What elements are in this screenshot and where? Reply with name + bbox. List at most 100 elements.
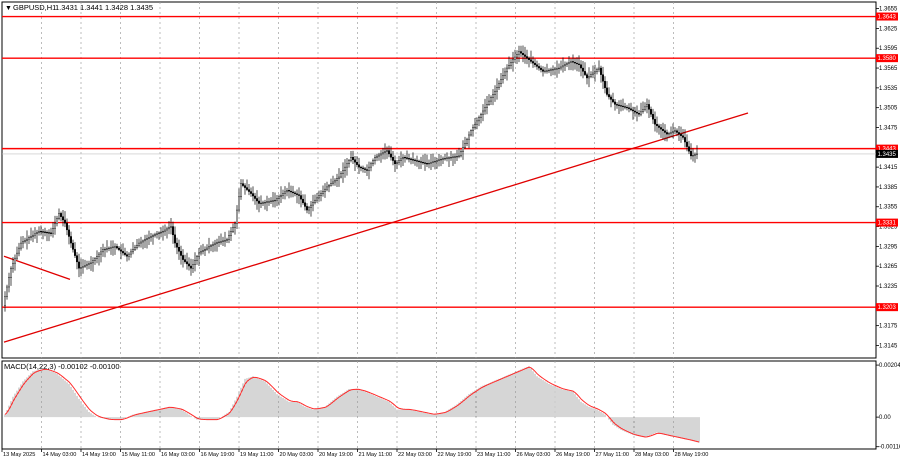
candle-body <box>400 158 403 161</box>
candle-body <box>452 156 455 158</box>
candle-body <box>604 81 607 89</box>
candle-body <box>348 160 351 165</box>
candle-body <box>20 242 23 249</box>
candle-body <box>630 108 633 111</box>
level-price-badge <box>876 144 898 153</box>
time-axis-label: 16 May 19:00 <box>201 452 235 458</box>
price-axis-label: 1.3175 <box>879 324 898 330</box>
candle-body <box>426 163 429 165</box>
candle-body <box>105 248 108 250</box>
candle-body <box>634 110 637 113</box>
candle-body <box>235 209 238 224</box>
candle-body <box>137 242 140 246</box>
candle-body <box>101 249 104 253</box>
candle-body <box>77 261 80 269</box>
candle-body <box>624 106 627 108</box>
candle-body <box>448 157 451 159</box>
candle-body <box>316 197 319 201</box>
candle-body <box>203 249 206 251</box>
candle-body <box>284 191 287 194</box>
candle-body <box>600 67 603 75</box>
candle-body <box>67 229 70 237</box>
candle-body <box>40 230 43 233</box>
candle-body <box>652 114 655 120</box>
candle-body <box>205 247 208 250</box>
time-axis-label: 28 May 19:00 <box>675 452 709 458</box>
candle-body <box>16 252 19 259</box>
symbol-label: GBPUSD,H1 <box>13 3 56 12</box>
candle-body <box>408 158 411 160</box>
candle-body <box>129 251 132 255</box>
candle-body <box>384 151 387 154</box>
candle-body <box>640 111 643 115</box>
candle-body <box>514 56 517 60</box>
candle-body <box>346 163 349 168</box>
candle-body <box>99 251 102 255</box>
candle-body <box>229 231 232 236</box>
candle-body <box>554 68 557 70</box>
macd-axis-label: -0.00116 <box>879 445 900 451</box>
candle-body <box>628 107 631 109</box>
candle-body <box>52 228 55 234</box>
candle-body <box>552 69 555 71</box>
candle-body <box>338 176 341 179</box>
candle-body <box>185 261 188 265</box>
level-price-label: 1.3331 <box>878 221 897 227</box>
candle-body <box>690 151 693 157</box>
trend-line[interactable] <box>3 112 749 343</box>
candle-body <box>660 127 663 130</box>
candle-body <box>642 109 645 113</box>
candle-body <box>85 264 88 266</box>
candle-body <box>632 109 635 112</box>
candle-body <box>119 249 122 252</box>
candle-body <box>674 130 677 132</box>
candle-body <box>626 106 629 109</box>
candle-body <box>201 250 204 252</box>
level-price-label: 1.3443 <box>878 147 897 153</box>
candle-body <box>430 162 433 164</box>
candle-body <box>121 251 124 254</box>
time-axis-label: 20 May 19:00 <box>319 452 353 458</box>
candle-body <box>658 125 661 128</box>
candle-body <box>536 64 539 67</box>
candle-body <box>366 169 369 171</box>
candle-body <box>688 146 691 152</box>
candle-body <box>290 190 293 193</box>
candle-body <box>213 242 216 245</box>
level-price-label: 1.3203 <box>878 305 897 311</box>
current-price-badge <box>876 149 898 158</box>
candle-body <box>462 147 465 152</box>
candle-body <box>470 130 473 136</box>
candle-body <box>494 90 497 95</box>
candle-body <box>488 100 491 105</box>
candle-body <box>648 104 651 110</box>
candle-body <box>410 158 413 160</box>
candle-body <box>564 64 567 67</box>
level-price-badge <box>876 12 898 21</box>
candle-body <box>598 67 601 70</box>
candle-body <box>268 201 271 203</box>
time-axis-label: 15 May 11:00 <box>122 452 155 458</box>
candle-body <box>550 69 553 71</box>
candle-body <box>520 51 523 54</box>
candle-body <box>678 132 681 135</box>
candle-body <box>63 219 66 224</box>
candle-body <box>258 200 261 204</box>
price-axis-label: 1.3325 <box>879 225 898 231</box>
candle-body <box>320 193 323 196</box>
candle-body <box>532 61 535 64</box>
candle-body <box>414 159 417 161</box>
candle-body <box>260 202 263 205</box>
chart-menu-arrow-icon[interactable]: ▼ <box>5 5 12 12</box>
candle-body <box>574 62 577 64</box>
candle-body <box>368 166 371 171</box>
candle-body <box>422 161 425 164</box>
candle-body <box>58 213 61 219</box>
macd-axis-label: 0.00204 <box>879 363 900 369</box>
price-axis-label: 1.3295 <box>879 244 898 250</box>
candle-body <box>682 135 685 138</box>
candle-body <box>221 240 224 242</box>
candle-body <box>253 195 256 199</box>
